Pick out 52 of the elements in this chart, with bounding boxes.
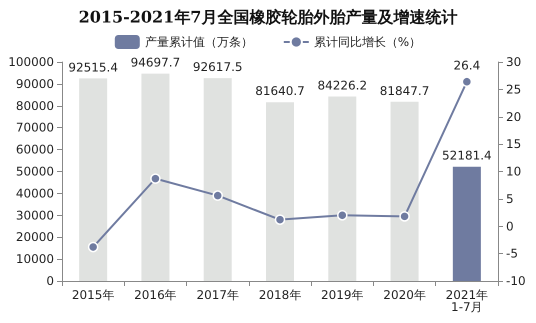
y2-tick-label: 0 [506, 219, 514, 234]
point [212, 190, 223, 201]
x-tick-label: 2016年 [134, 288, 177, 302]
y2-tick-label: -5 [506, 246, 518, 261]
bar [141, 74, 170, 281]
y2-tick-label: -10 [506, 274, 526, 288]
x-tick-label: 2017年 [196, 288, 239, 302]
y-tick-label: 20000 [16, 230, 54, 244]
bar [390, 102, 419, 281]
y-tick-label: 80000 [16, 98, 54, 113]
y-tick-label: 30000 [16, 208, 54, 222]
y-tick-label: 100000 [8, 55, 54, 69]
x-tick-label: 2018年 [258, 288, 302, 302]
chart-title: 2015-2021年7月全国橡胶轮胎外胎产量及增速统计 [78, 8, 458, 26]
y2-tick-label: 5 [506, 192, 514, 206]
x-tick-label: 2019年 [321, 288, 364, 302]
data-label: 81640.7 [255, 84, 305, 98]
y2-tick-label: 15 [506, 137, 522, 152]
y-tick-label: 90000 [16, 76, 54, 91]
y2-tick-label: 20 [506, 110, 522, 124]
y2-tick-label: 25 [506, 82, 522, 96]
data-label: 26.4 [454, 58, 480, 72]
data-label: 92617.5 [192, 60, 243, 74]
legend-label: 产量累计值（万条） [144, 35, 253, 49]
legend-label: 累计同比增长（%） [314, 35, 422, 49]
x-tick-label: 2020年 [383, 288, 426, 302]
y-tick-label: 70000 [16, 120, 54, 135]
y-tick-label: 10000 [16, 252, 54, 266]
data-label: 84226.2 [317, 78, 368, 93]
x-tick-label: 2015年 [72, 288, 114, 302]
y2-tick-label: 30 [506, 55, 522, 69]
y2-tick-label: 10 [506, 164, 522, 178]
y-tick-label: 0 [46, 274, 54, 288]
y-tick-label: 60000 [16, 142, 54, 157]
point [150, 173, 161, 184]
bar [328, 96, 356, 281]
point [337, 210, 348, 221]
y-tick-label: 40000 [16, 186, 54, 200]
data-label: 52181.4 [442, 148, 492, 163]
point [88, 242, 98, 252]
point [399, 211, 410, 222]
bar [452, 166, 481, 281]
data-label: 92515.4 [68, 60, 118, 74]
point [274, 214, 286, 225]
data-label: 94697.7 [130, 56, 180, 70]
bar [79, 78, 108, 281]
point [462, 76, 472, 87]
bar [204, 78, 232, 281]
y-tick-label: 50000 [16, 164, 54, 178]
bar [266, 102, 294, 281]
x-tick-label: 2021年 1-7月 [446, 288, 488, 314]
data-label: 81847.7 [380, 84, 430, 98]
